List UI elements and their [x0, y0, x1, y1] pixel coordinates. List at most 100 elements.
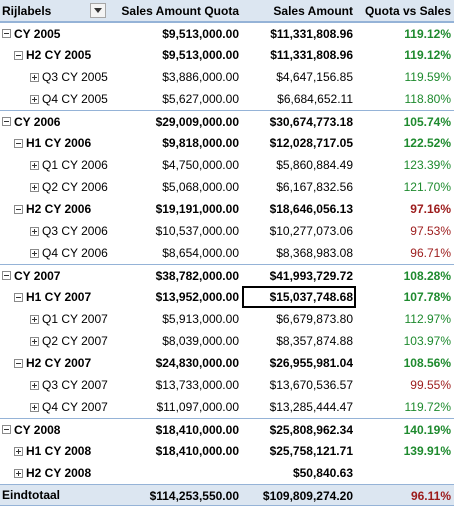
cell-quota[interactable]: $5,913,000.00 [162, 312, 239, 326]
cell-pct[interactable]: 119.59% [404, 70, 451, 84]
pivot-row[interactable]: Q4 CY 2006 $8,654,000.00 $8,368,983.08 96.7… [0, 242, 454, 264]
cell-sales[interactable]: $26,955,981.04 [269, 356, 353, 370]
cell-sales[interactable]: $13,670,536.57 [269, 378, 353, 392]
cell-sales[interactable]: $41,993,729.72 [269, 269, 353, 283]
collapse-icon[interactable] [2, 117, 11, 126]
cell-pct[interactable]: 122.52% [403, 136, 451, 150]
cell-pct[interactable]: 96.71% [410, 246, 451, 260]
col-header-sales[interactable]: Sales Amount [273, 4, 353, 18]
cell-sales[interactable]: $5,860,884.49 [276, 158, 353, 172]
cell-quota[interactable]: $19,191,000.00 [155, 202, 239, 216]
pivot-row[interactable]: Q4 CY 2007 $11,097,000.00 $13,285,444.47 11… [0, 396, 454, 418]
cell-quota[interactable]: $13,952,000.00 [155, 290, 239, 304]
cell-quota[interactable]: $9,513,000.00 [162, 48, 239, 62]
cell-sales[interactable]: $8,357,874.88 [276, 334, 353, 348]
expand-icon[interactable] [14, 446, 23, 456]
pivot-row[interactable]: Q1 CY 2006 $4,750,000.00 $5,860,884.49 123.… [0, 154, 454, 176]
cell-quota[interactable]: $11,097,000.00 [156, 400, 239, 414]
cell-quota[interactable]: $8,039,000.00 [162, 334, 239, 348]
collapse-icon[interactable] [14, 204, 23, 214]
cell-pct[interactable]: 107.78% [403, 290, 451, 304]
cell-pct[interactable]: 108.28% [403, 269, 451, 283]
cell-quota[interactable]: $10,537,000.00 [155, 224, 239, 238]
expand-icon[interactable] [30, 182, 39, 192]
cell-sales[interactable]: $6,679,873.80 [276, 312, 353, 326]
expand-icon[interactable] [30, 380, 39, 390]
cell-sales[interactable]: $8,368,983.08 [276, 246, 353, 260]
pivot-row[interactable]: Q4 CY 2005 $5,627,000.00 $6,684,652.11 118.… [0, 88, 454, 110]
expand-icon[interactable] [30, 402, 39, 412]
cell-pct[interactable]: 96.11% [410, 489, 451, 503]
cell-pct[interactable]: 119.12% [404, 27, 451, 41]
cell-quota[interactable]: $13,733,000.00 [155, 378, 239, 392]
pivot-row[interactable]: CY 2007 $38,782,000.00 $41,993,729.72 108.2… [0, 264, 454, 286]
cell-pct[interactable] [356, 462, 454, 484]
cell-pct[interactable]: 97.53% [410, 224, 451, 238]
cell-sales[interactable]: $30,674,773.18 [269, 115, 353, 129]
cell-sales[interactable]: $4,647,156.85 [276, 70, 353, 84]
cell-sales[interactable]: $6,684,652.11 [277, 92, 353, 106]
pivot-row[interactable]: H2 CY 2007 $24,830,000.00 $26,955,981.04 10… [0, 352, 454, 374]
row-labels-header[interactable]: Rijlabels [0, 0, 110, 21]
cell-pct[interactable]: 108.56% [403, 356, 451, 370]
cell-sales[interactable]: $12,028,717.05 [269, 136, 353, 150]
filter-dropdown-button[interactable] [90, 3, 106, 18]
cell-quota[interactable]: $5,627,000.00 [162, 92, 239, 106]
cell-quota[interactable]: $5,068,000.00 [162, 180, 239, 194]
cell-pct[interactable]: 99.55% [410, 378, 451, 392]
cell-sales[interactable]: $109,809,274.20 [262, 489, 353, 503]
expand-icon[interactable] [30, 226, 39, 236]
collapse-icon[interactable] [2, 425, 11, 434]
collapse-icon[interactable] [14, 358, 23, 368]
collapse-icon[interactable] [2, 29, 11, 38]
col-header-pct[interactable]: Quota vs Sales [364, 4, 451, 18]
cell-quota[interactable]: $18,410,000.00 [155, 423, 239, 437]
pivot-row[interactable]: CY 2008 $18,410,000.00 $25,808,962.34 140.1… [0, 418, 454, 440]
col-header-quota[interactable]: Sales Amount Quota [121, 4, 239, 18]
pivot-row[interactable]: H1 CY 2007 $13,952,000.00 $15,037,748.68 10… [0, 286, 454, 308]
cell-sales[interactable]: $25,808,962.34 [269, 423, 353, 437]
pivot-row[interactable]: Q3 CY 2007 $13,733,000.00 $13,670,536.57 99… [0, 374, 454, 396]
pivot-row[interactable]: CY 2006 $29,009,000.00 $30,674,773.18 105.7… [0, 110, 454, 132]
pivot-row[interactable]: H1 CY 2008 $18,410,000.00 $25,758,121.71 13… [0, 440, 454, 462]
cell-pct[interactable]: 119.72% [404, 400, 451, 414]
cell-sales[interactable]: $25,758,121.71 [269, 444, 353, 458]
pivot-row[interactable]: Q2 CY 2007 $8,039,000.00 $8,357,874.88 103.… [0, 330, 454, 352]
cell-quota[interactable]: $9,513,000.00 [162, 27, 239, 41]
cell-quota[interactable]: $114,253,550.00 [149, 489, 239, 503]
cell-pct[interactable]: 103.97% [403, 334, 451, 348]
pivot-row[interactable]: Q1 CY 2007 $5,913,000.00 $6,679,873.80 112.… [0, 308, 454, 330]
cell-sales[interactable]: $11,331,808.96 [270, 27, 353, 41]
pivot-row[interactable]: H2 CY 2005 $9,513,000.00 $11,331,808.96 119… [0, 44, 454, 66]
cell-quota[interactable]: $4,750,000.00 [162, 158, 239, 172]
expand-icon[interactable] [30, 94, 39, 104]
cell-sales[interactable]: $18,646,056.13 [269, 202, 353, 216]
expand-icon[interactable] [30, 336, 39, 346]
cell-quota[interactable]: $3,886,000.00 [162, 70, 239, 84]
cell-sales[interactable]: $50,840.63 [292, 466, 353, 480]
pivot-row[interactable]: Q3 CY 2006 $10,537,000.00 $10,277,073.06 97… [0, 220, 454, 242]
expand-icon[interactable] [30, 314, 39, 324]
pivot-row[interactable]: Q2 CY 2006 $5,068,000.00 $6,167,832.56 121.… [0, 176, 454, 198]
expand-icon[interactable] [30, 248, 39, 258]
cell-quota[interactable]: $24,830,000.00 [155, 356, 239, 370]
collapse-icon[interactable] [2, 271, 11, 280]
cell-quota[interactable] [110, 462, 242, 484]
cell-sales[interactable]: $6,167,832.56 [276, 180, 353, 194]
cell-quota[interactable]: $29,009,000.00 [155, 115, 239, 129]
cell-pct[interactable]: 121.70% [403, 180, 451, 194]
cell-quota[interactable]: $18,410,000.00 [155, 444, 239, 458]
cell-pct[interactable]: 112.97% [404, 312, 451, 326]
cell-sales[interactable]: $10,277,073.06 [269, 224, 353, 238]
cell-quota[interactable]: $8,654,000.00 [162, 246, 239, 260]
cell-pct[interactable]: 123.39% [403, 158, 451, 172]
pivot-row[interactable]: H2 CY 2008 $50,840.63 [0, 462, 454, 484]
cell-pct[interactable]: 118.80% [404, 92, 451, 106]
cell-quota[interactable]: $38,782,000.00 [155, 269, 239, 283]
pivot-row[interactable]: H1 CY 2006 $9,818,000.00 $12,028,717.05 122… [0, 132, 454, 154]
pivot-row[interactable]: CY 2005 $9,513,000.00 $11,331,808.96 119.12… [0, 22, 454, 44]
selected-cell[interactable]: $15,037,748.68 [242, 286, 356, 308]
collapse-icon[interactable] [14, 138, 23, 148]
expand-icon[interactable] [14, 468, 23, 478]
collapse-icon[interactable] [14, 292, 23, 302]
